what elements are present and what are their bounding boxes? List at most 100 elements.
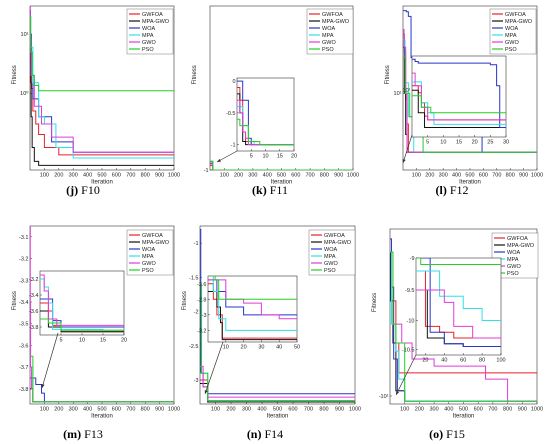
chart-f14-y-tick-label: -2.5 bbox=[189, 344, 198, 350]
chart-f12-x-tick-label: 700 bbox=[492, 173, 501, 179]
zoom-arrow-head bbox=[41, 384, 45, 388]
inset-f14-y-tick-label: -3 bbox=[202, 313, 207, 319]
caption-f13: (m) F13 bbox=[63, 427, 103, 441]
chart-f11-x-tick-label: 700 bbox=[306, 173, 315, 179]
zoom-arrow bbox=[402, 134, 413, 164]
caption-f10: (j) F10 bbox=[66, 183, 100, 197]
legend-entry: MPA bbox=[142, 254, 154, 260]
inset-f14-plot-area bbox=[207, 275, 298, 343]
legend-entry: GWO bbox=[142, 40, 156, 46]
legend-entry: MPA bbox=[507, 257, 519, 263]
zoom-arrow-head bbox=[217, 158, 221, 162]
inset-f15-series-gwo bbox=[416, 289, 501, 344]
chart-f11-x-tick-label: 800 bbox=[320, 173, 329, 179]
caption-letter: (m) bbox=[63, 427, 84, 441]
inset-f11-x-tick-label: 10 bbox=[262, 154, 268, 160]
chart-f10-x-tick-label: 400 bbox=[83, 173, 92, 179]
legend-entry: MPA bbox=[142, 33, 154, 39]
inset-f14-x-tick-label: 30 bbox=[258, 345, 264, 351]
chart-f12-x-tick-label: 800 bbox=[506, 173, 515, 179]
chart-f15-x-tick-label: 500 bbox=[459, 407, 468, 413]
chart-f15-x-tick-label: 300 bbox=[430, 407, 439, 413]
chart-f13-x-tick-label: 700 bbox=[126, 407, 135, 413]
chart-f13: 100 200 300 400 500 600 700 800 900 1000-3.1-3.2-… bbox=[12, 225, 180, 420]
caption-function: F15 bbox=[446, 427, 465, 441]
chart-f14-y-tick-label: -3 bbox=[194, 378, 199, 384]
chart-f13-y-axis-label: Fitness bbox=[12, 291, 18, 310]
chart-f10-y-tick-label: 10⁰ bbox=[20, 90, 29, 97]
inset-f14-y-tick-label: -3.2 bbox=[197, 328, 206, 334]
inset-f14-series-gwo bbox=[208, 279, 297, 320]
chart-f15-x-tick-label: 1000 bbox=[531, 407, 543, 413]
legend-entry: GWO bbox=[507, 264, 521, 270]
caption-letter: (k) bbox=[252, 183, 270, 197]
chart-f10-x-axis-label: Iteration bbox=[91, 180, 113, 186]
legend-entry: MPA bbox=[324, 254, 336, 260]
inset-f15-x-tick-label: 80 bbox=[479, 358, 485, 364]
chart-f14-x-tick-label: 700 bbox=[304, 407, 313, 413]
caption-f12: (l) F12 bbox=[435, 183, 468, 197]
legend-entry: WOA bbox=[505, 26, 518, 32]
chart-f10-x-tick-label: 200 bbox=[54, 173, 63, 179]
legend-entry: GWFOA bbox=[142, 12, 163, 18]
chart-f10-x-tick-label: 1000 bbox=[168, 173, 180, 179]
chart-f13-x-tick-label: 500 bbox=[97, 407, 106, 413]
chart-f14-x-tick-label: 800 bbox=[319, 407, 328, 413]
caption-letter: (o) bbox=[429, 427, 446, 441]
chart-f15-x-tick-label: 700 bbox=[488, 407, 497, 413]
inset-f15-x-tick-label: 40 bbox=[441, 358, 447, 364]
inset-f11-x-tick-label: 20 bbox=[291, 154, 297, 160]
inset-f15-y-tick-label: -10 bbox=[407, 318, 415, 324]
legend-entry: MPA-GWO bbox=[142, 240, 170, 246]
chart-f14-series-pso bbox=[200, 283, 355, 402]
inset-f13-x-tick-label: 5 bbox=[59, 338, 62, 344]
chart-f11-x-tick-label: 500 bbox=[277, 173, 286, 179]
chart-f14-x-tick-label: 200 bbox=[226, 407, 235, 413]
caption-function: F10 bbox=[81, 183, 100, 197]
chart-f10-y-axis-label: Fitness bbox=[12, 65, 18, 84]
chart-f11-x-tick-label: 400 bbox=[263, 173, 272, 179]
inset-f11-series-pso bbox=[237, 118, 294, 146]
legend-box bbox=[126, 8, 174, 55]
inset-f13-y-tick-label: -3.6 bbox=[29, 309, 38, 315]
chart-f11-x-tick-label: 200 bbox=[234, 173, 243, 179]
inset-f12-y-tick-label: 10¹ bbox=[403, 88, 411, 94]
zoom-arrow bbox=[216, 150, 238, 163]
chart-f10-x-tick-label: 100 bbox=[40, 173, 49, 179]
inset-f14-series-mpa-gwo bbox=[208, 291, 297, 341]
inset-f15-series-mpa bbox=[416, 270, 501, 321]
chart-f13-x-tick-label: 600 bbox=[112, 407, 121, 413]
inset-f15-x-tick-label: 20 bbox=[422, 358, 428, 364]
chart-f12-x-tick-label: 400 bbox=[452, 173, 461, 179]
chart-f15-x-tick-label: 800 bbox=[503, 407, 512, 413]
legend-box bbox=[306, 8, 354, 55]
inset-f12-x-tick-label: 30 bbox=[503, 140, 509, 146]
caption-letter: (n) bbox=[247, 427, 265, 441]
chart-f12-x-tick-label: 1000 bbox=[531, 173, 543, 179]
chart-f10-x-tick-label: 600 bbox=[112, 173, 121, 179]
chart-f15-y-tick-label: -10¹ bbox=[379, 394, 389, 400]
legend-entry: PSO bbox=[322, 47, 334, 53]
inset-f15-y-tick-label: -9 bbox=[410, 256, 415, 262]
chart-f15-x-tick-label: 400 bbox=[444, 407, 453, 413]
inset-f11-y-tick-label: -0.5 bbox=[226, 111, 235, 117]
caption-f14: (n) F14 bbox=[247, 427, 283, 441]
chart-f13-x-tick-label: 100 bbox=[40, 407, 49, 413]
chart-f13-x-tick-label: 200 bbox=[54, 407, 63, 413]
legend-entry: GWO bbox=[505, 40, 519, 46]
chart-f14-series-gwo bbox=[200, 365, 355, 398]
inset-f15-series-pso bbox=[416, 258, 501, 266]
chart-f12-inset: 5 10 15 20 25 30 10¹ bbox=[402, 55, 509, 164]
chart-f11-x-tick-label: 1000 bbox=[347, 173, 359, 179]
chart-f13-x-tick-label: 900 bbox=[155, 407, 164, 413]
legend-entry: PSO bbox=[142, 268, 154, 274]
legend-entry: WOA bbox=[142, 247, 155, 253]
legend-entry: GWFOA bbox=[322, 12, 343, 18]
caption-f15: (o) F15 bbox=[429, 427, 465, 441]
legend-entry: MPA-GWO bbox=[142, 19, 170, 25]
chart-f13-x-tick-label: 300 bbox=[69, 407, 78, 413]
chart-f14-x-tick-label: 600 bbox=[288, 407, 297, 413]
legend-entry: PSO bbox=[505, 47, 517, 53]
inset-f14-y-tick-label: -2.8 bbox=[197, 297, 206, 303]
